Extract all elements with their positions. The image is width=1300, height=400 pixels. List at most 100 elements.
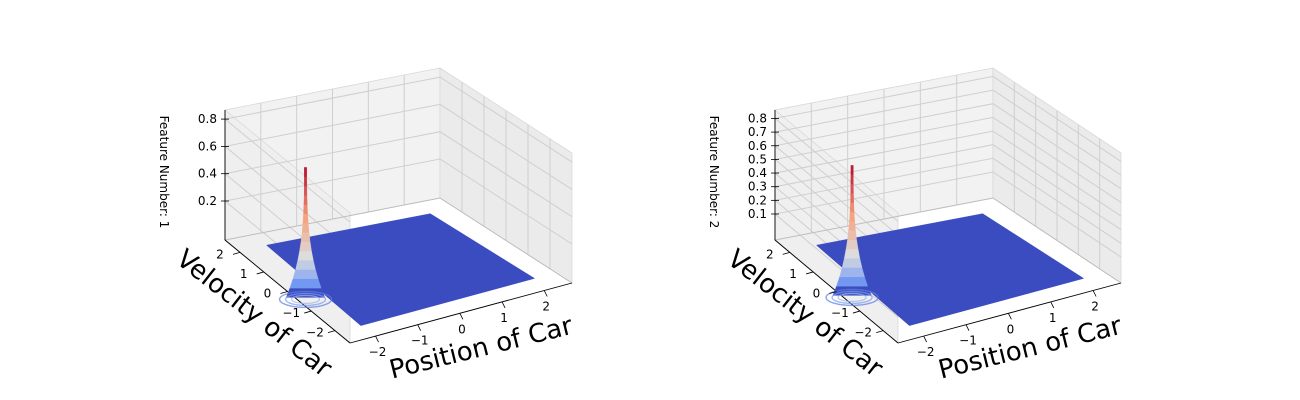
surface-band <box>848 220 856 231</box>
surface-band <box>304 176 308 187</box>
x-tick-mark <box>923 335 928 343</box>
y-tick-mark <box>256 271 264 275</box>
x-tick-label: −2 <box>917 345 935 359</box>
surface-band <box>304 167 307 177</box>
surface-ripple <box>278 290 333 309</box>
surface-band <box>303 195 308 205</box>
surface-band <box>850 174 854 185</box>
y-ticks: −2 −1 0 1 2 <box>216 247 336 340</box>
z-ticks: 0.10.20.30.40.50.60.70.8 <box>748 111 779 221</box>
z-tick-label: 0.2 <box>198 194 217 208</box>
surface-ripple <box>290 294 321 305</box>
surface-ripple <box>825 288 879 307</box>
gridline <box>773 89 1122 236</box>
x-tick-mark <box>1092 290 1097 297</box>
surface-band <box>299 241 312 252</box>
surface-band <box>300 232 311 242</box>
y-tick-mark <box>806 271 814 275</box>
x-tick-mark <box>459 313 464 320</box>
surface-band <box>295 260 316 270</box>
z-axis-label: Feature Number: 1 <box>157 116 171 229</box>
y-tick-label: −1 <box>282 306 300 320</box>
surface-band <box>301 222 310 233</box>
z-axis-label: Feature Number: 2 <box>707 116 721 229</box>
gridline <box>773 171 1122 318</box>
y-tick-mark <box>876 330 884 334</box>
surface-band <box>839 267 865 278</box>
x-tick-label: 0 <box>458 322 466 336</box>
x-tick-mark <box>965 324 970 331</box>
surface-band <box>850 183 854 194</box>
y-tick-mark <box>852 310 860 314</box>
x-axis-label: Position of Car <box>935 311 1125 386</box>
surface-band <box>841 258 863 268</box>
x-tick-mark <box>501 301 506 309</box>
y-tick-mark <box>280 291 288 294</box>
x-axis-line <box>349 282 573 344</box>
subplot-2: −2 −1 0 1 2 −2 −1 0 1 2 0.10.20.30.40.50.60.70.8 Fe… <box>707 67 1125 386</box>
subplot-1: −2 −1 0 1 2 −2 −1 0 1 2 0.2 0.4 0.6 0.8 Feature Number… <box>157 67 576 386</box>
z-tick-label: 0.7 <box>748 125 767 139</box>
surface-band <box>849 211 855 222</box>
gridline <box>223 76 573 223</box>
x-tick-mark <box>1050 301 1055 309</box>
surface-band <box>844 248 861 259</box>
x-tick-label: 1 <box>500 311 508 325</box>
surface-band <box>845 239 859 250</box>
gridline <box>773 103 1122 250</box>
y-tick-label: 1 <box>240 267 248 281</box>
y-tick-mark <box>782 251 790 255</box>
z-tick-label: 0.8 <box>748 111 767 125</box>
y-tick-label: −1 <box>831 306 849 320</box>
gridline <box>773 116 1122 263</box>
x-tick-label: 2 <box>542 300 550 314</box>
z-tick-label: 0.6 <box>198 139 217 153</box>
surface-band <box>850 165 854 175</box>
surface-band <box>302 213 309 224</box>
x-tick-label: −2 <box>369 345 387 359</box>
x-ticks: −2 −1 0 1 2 <box>917 290 1099 359</box>
x-tick-mark <box>543 290 548 297</box>
surface-peak <box>278 167 333 309</box>
y-tick-label: −2 <box>306 326 324 340</box>
y-tick-mark <box>829 291 837 294</box>
y-tick-label: 0 <box>813 287 821 301</box>
surface-ripple <box>284 292 327 307</box>
y-ticks: −2 −1 0 1 2 <box>766 247 884 340</box>
z-tick-label: 0.4 <box>198 167 217 181</box>
x-axis-line <box>897 282 1122 344</box>
y-tick-label: 0 <box>264 287 272 301</box>
surface-band <box>289 278 322 289</box>
surface-band <box>292 269 319 279</box>
surface-peak <box>825 165 879 307</box>
y-tick-mark <box>232 251 241 255</box>
surface-band <box>303 185 308 196</box>
z-tick-label: 0.8 <box>198 112 217 126</box>
gridline <box>773 75 1122 222</box>
x-axis-label: Position of Car <box>386 311 576 386</box>
z-tick-label: 0.2 <box>748 193 767 207</box>
surface-band <box>297 250 314 261</box>
y-tick-mark <box>327 330 336 334</box>
z-tick-label: 0.4 <box>748 166 767 180</box>
surface-ripple <box>837 292 867 303</box>
x-ticks: −2 −1 0 1 2 <box>369 290 550 359</box>
y-tick-label: 1 <box>789 267 797 281</box>
gridlines <box>223 75 573 305</box>
z-tick-label: 0.3 <box>748 180 767 194</box>
x-tick-label: 0 <box>1007 322 1015 336</box>
gridline <box>223 103 573 250</box>
x-tick-mark <box>1008 313 1012 320</box>
x-tick-mark <box>417 324 422 331</box>
x-tick-label: −1 <box>411 334 429 348</box>
z-tick-label: 0.5 <box>748 152 767 166</box>
y-tick-mark <box>304 310 312 314</box>
x-tick-label: −1 <box>959 334 977 348</box>
z-ticks: 0.2 0.4 0.6 0.8 <box>198 112 229 208</box>
surface-band <box>836 276 868 287</box>
y-tick-label: 2 <box>216 247 224 261</box>
surface-band <box>849 202 855 213</box>
gridline <box>223 131 573 278</box>
z-tick-label: 0.6 <box>748 139 767 153</box>
x-tick-label: 1 <box>1049 311 1057 325</box>
